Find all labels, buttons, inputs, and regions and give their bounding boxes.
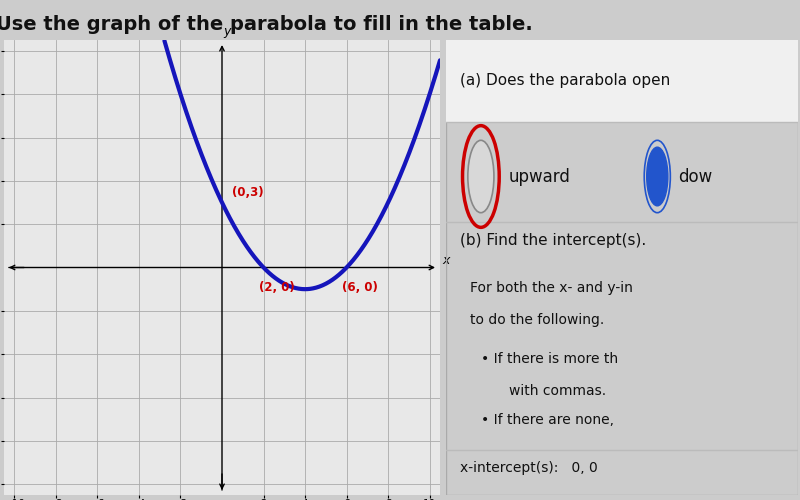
Text: x-intercept(s):   0, 0: x-intercept(s): 0, 0 — [460, 461, 598, 475]
Text: Use the graph of the parabola to fill in the table.: Use the graph of the parabola to fill in… — [0, 15, 533, 34]
Text: (2, 0): (2, 0) — [259, 282, 295, 294]
Ellipse shape — [468, 140, 494, 212]
Text: • If there is more th: • If there is more th — [481, 352, 618, 366]
Bar — [446, 40, 798, 122]
Text: with commas.: with commas. — [509, 384, 606, 398]
Text: y: y — [223, 25, 231, 38]
Text: x: x — [442, 254, 450, 268]
Text: to do the following.: to do the following. — [470, 313, 605, 327]
Ellipse shape — [646, 147, 668, 206]
Text: (6, 0): (6, 0) — [342, 282, 378, 294]
Text: dow: dow — [678, 168, 713, 186]
Text: For both the x- and y-in: For both the x- and y-in — [470, 281, 633, 295]
Text: (b) Find the intercept(s).: (b) Find the intercept(s). — [460, 234, 646, 248]
Text: • If there are none,: • If there are none, — [481, 413, 614, 427]
Text: upward: upward — [509, 168, 571, 186]
Text: (0,3): (0,3) — [232, 186, 264, 199]
Text: (a) Does the parabola open: (a) Does the parabola open — [460, 74, 670, 88]
